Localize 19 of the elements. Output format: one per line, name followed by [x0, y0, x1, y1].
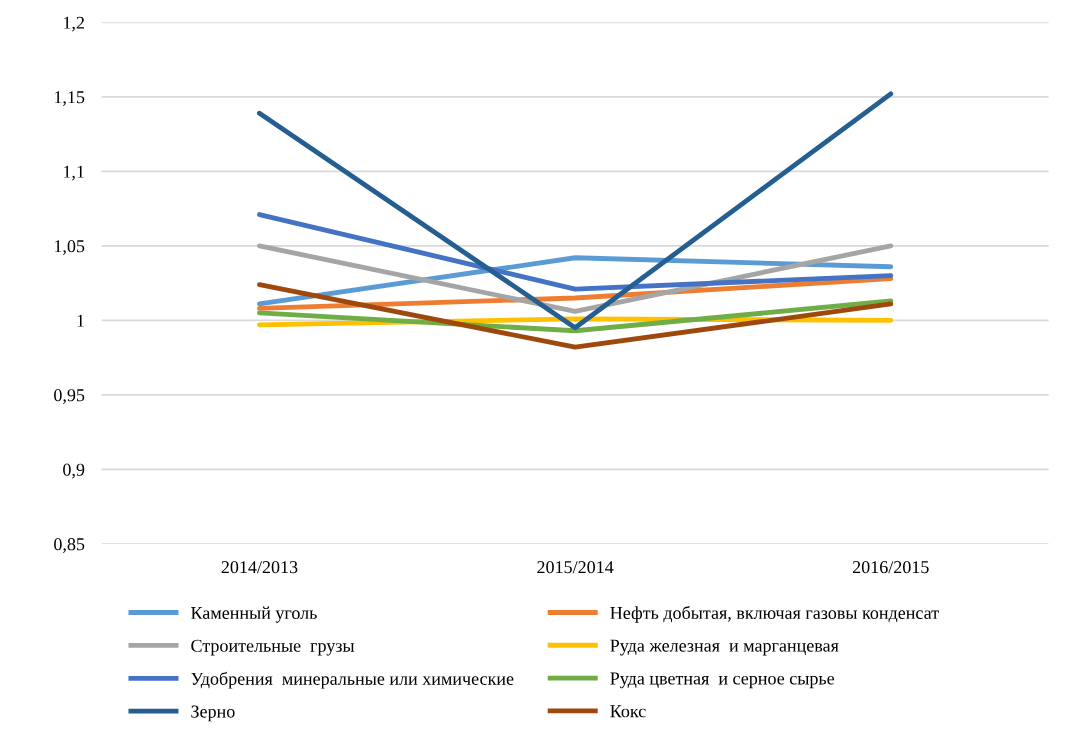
legend-label: Руда железная и марганцевая	[610, 639, 839, 656]
y-tick-label: 0,9	[63, 463, 85, 479]
y-tick-label: 0,85	[54, 538, 85, 553]
legend-label: Строительные грузы	[191, 639, 355, 656]
y-tick-label: 1,1	[64, 165, 84, 181]
legend-label: Удобрения минеральные или химические	[191, 671, 514, 689]
legend-label: Зерно	[191, 705, 235, 722]
legend-label: Нефть добытая, включая газовы конденсат	[610, 605, 939, 623]
y-tick-label: 1,2	[64, 16, 84, 32]
legend-label: Руда цветная и серное сырье	[610, 672, 835, 689]
legend-label: Каменный уголь	[191, 606, 317, 623]
x-tick-label: 2016/2015	[852, 561, 929, 574]
x-tick-label: 2015/2014	[537, 561, 614, 574]
y-tick-label: 1,05	[54, 240, 85, 255]
y-tick-label: 1,15	[54, 91, 85, 106]
x-tick-label: 2014/2013	[221, 561, 298, 574]
legend-label: Кокс	[610, 705, 646, 718]
y-tick-label: 1	[77, 314, 84, 327]
y-tick-label: 0,95	[54, 389, 85, 404]
